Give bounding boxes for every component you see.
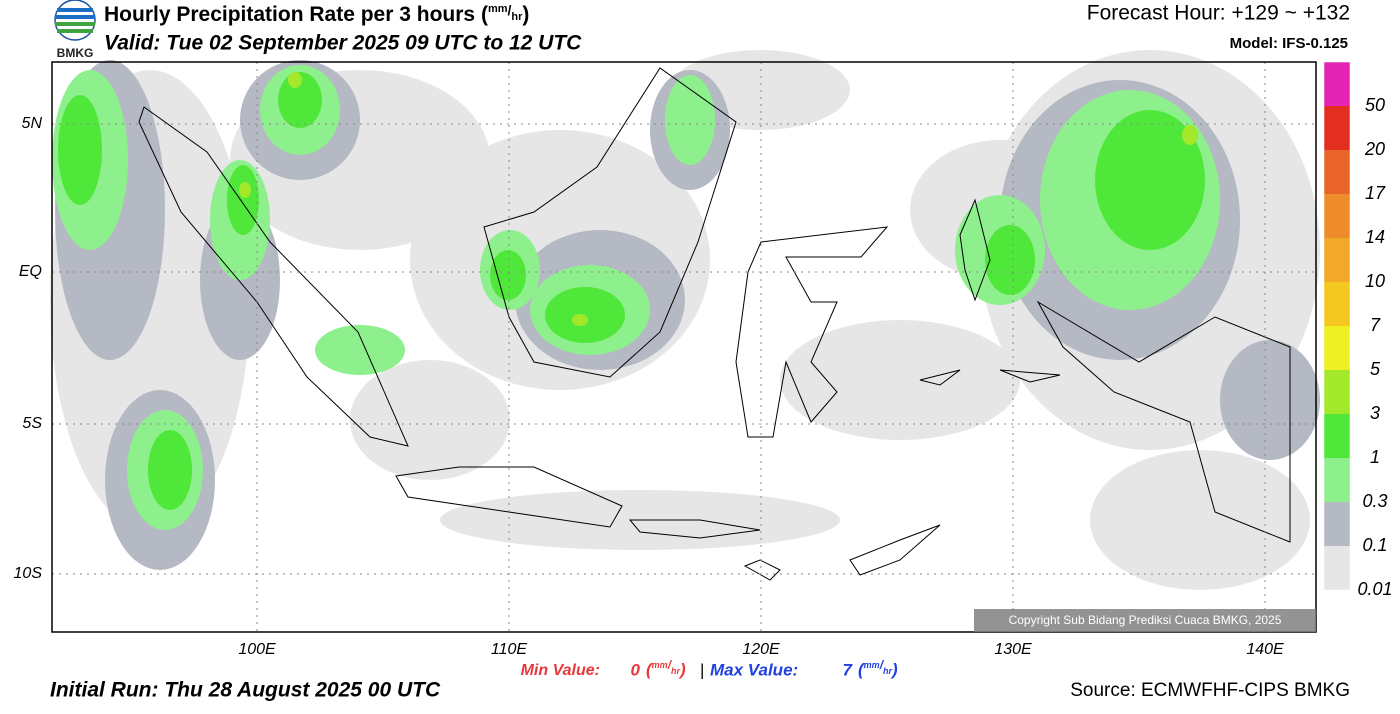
colorbar-label: 10 bbox=[1365, 271, 1385, 291]
unit: hr bbox=[883, 666, 892, 676]
separator: | bbox=[700, 660, 704, 679]
min-value: 0 bbox=[631, 660, 641, 679]
colorbar-swatch bbox=[1324, 326, 1350, 370]
unit: ( bbox=[481, 3, 488, 26]
colorbar-label: 0.3 bbox=[1362, 491, 1387, 511]
colorbar-label: 1 bbox=[1370, 447, 1380, 467]
unit: ) bbox=[890, 660, 898, 679]
valid-time: Valid: Tue 02 September 2025 09 UTC to 1… bbox=[104, 32, 582, 55]
colorbar-swatch bbox=[1324, 546, 1350, 590]
precip-yellow-green bbox=[239, 72, 1198, 326]
unit: ( bbox=[858, 660, 866, 679]
colorbar-label: 0.1 bbox=[1362, 535, 1387, 555]
min-label: Min Value: bbox=[521, 662, 600, 679]
unit: hr bbox=[511, 11, 523, 23]
title-text: Hourly Precipitation Rate per 3 hours bbox=[104, 3, 475, 26]
colorbar-swatch bbox=[1324, 370, 1350, 414]
coastlines bbox=[138, 67, 1291, 581]
colorbar-label: 50 bbox=[1365, 95, 1385, 115]
colorbar-swatch bbox=[1324, 62, 1350, 106]
colorbar-swatch bbox=[1324, 150, 1350, 194]
logo-text: BMKG bbox=[57, 46, 94, 60]
colorbar-frame bbox=[1323, 61, 1351, 591]
unit: mm bbox=[488, 3, 508, 15]
colorbar-label: 14 bbox=[1365, 227, 1385, 247]
lon-label: 120E bbox=[742, 641, 780, 658]
colorbar-swatch bbox=[1324, 106, 1350, 150]
copyright: Copyright Sub Bidang Prediksi Cuaca BMKG… bbox=[1009, 613, 1282, 627]
max-label: Max Value: bbox=[710, 660, 798, 679]
model: Model: IFS-0.125 bbox=[1230, 35, 1348, 52]
title: Hourly Precipitation Rate per 3 hours (m… bbox=[104, 2, 529, 26]
unit: / bbox=[508, 2, 512, 18]
colorbar-label: 0.01 bbox=[1357, 579, 1392, 599]
colorbar-swatch bbox=[1324, 458, 1350, 502]
colorbar-label: 5 bbox=[1370, 359, 1381, 379]
logo: BMKG bbox=[54, 0, 96, 60]
colorbar: 0.01 0.1 0.3 1 3 5 7 10 14 17 20 50 bbox=[1323, 61, 1393, 599]
lon-label: 100E bbox=[238, 641, 276, 658]
unit: mm bbox=[652, 660, 668, 670]
unit: ( bbox=[646, 660, 654, 679]
unit: ) bbox=[522, 3, 529, 26]
colorbar-label: 3 bbox=[1370, 403, 1380, 423]
forecast-hour: Forecast Hour: +129 ~ +132 bbox=[1087, 2, 1350, 25]
lat-label: 10S bbox=[14, 565, 43, 582]
colorbar-swatch bbox=[1324, 282, 1350, 326]
lat-label: 5S bbox=[22, 415, 42, 432]
map: 5N EQ 5S 10S 100E 110E 120E 130E 140E Copyright … bbox=[14, 50, 1320, 658]
colorbar-label: 17 bbox=[1365, 183, 1386, 203]
precip-green bbox=[58, 72, 1205, 510]
colorbar-swatch bbox=[1324, 238, 1350, 282]
colorbar-swatch bbox=[1324, 414, 1350, 458]
lat-label: 5N bbox=[22, 115, 43, 132]
initial-run: Initial Run: Thu 28 August 2025 00 UTC bbox=[50, 679, 441, 702]
unit: / bbox=[667, 658, 673, 672]
source: Source: ECMWFHF-CIPS BMKG bbox=[1070, 680, 1350, 701]
colorbar-label: 7 bbox=[1370, 315, 1381, 335]
max-unit: (mm/hr) bbox=[858, 658, 898, 679]
unit: mm bbox=[864, 660, 880, 670]
graticule: 5N EQ 5S 10S 100E 110E 120E 130E 140E bbox=[14, 62, 1316, 658]
lat-label: EQ bbox=[19, 263, 42, 280]
min-unit: (mm/hr) bbox=[646, 658, 686, 679]
colorbar-swatch bbox=[1324, 194, 1350, 238]
unit: / bbox=[879, 658, 885, 672]
colorbar-swatch bbox=[1324, 502, 1350, 546]
lon-label: 110E bbox=[491, 641, 528, 658]
unit: ) bbox=[678, 660, 686, 679]
lon-label: 130E bbox=[994, 641, 1032, 658]
lon-label: 140E bbox=[1246, 641, 1284, 658]
max-value: 7 bbox=[843, 660, 854, 679]
colorbar-label: 20 bbox=[1364, 139, 1385, 159]
unit: hr bbox=[671, 666, 680, 676]
